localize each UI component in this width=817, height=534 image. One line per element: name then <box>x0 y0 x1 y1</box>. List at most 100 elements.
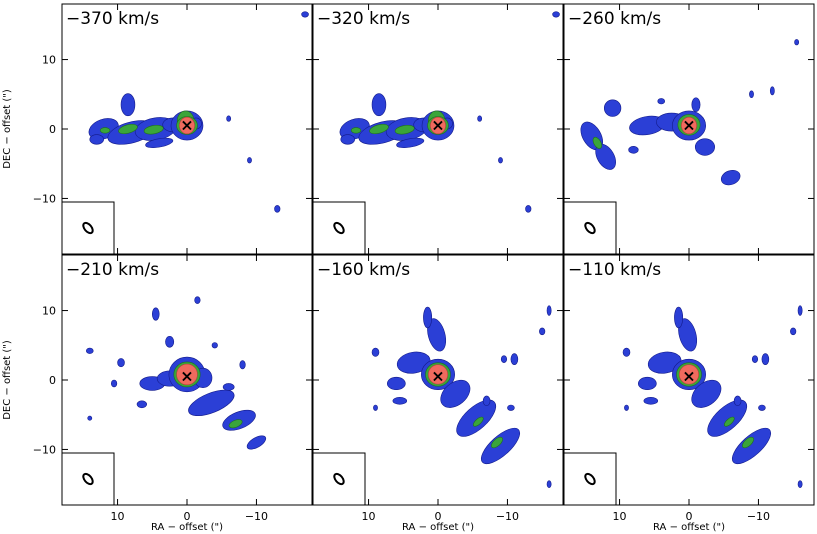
blue-contour <box>790 327 797 336</box>
panel-1: × −370 km/s 10 0 −10 <box>33 3 313 255</box>
x-tick-label: 10 <box>362 510 376 523</box>
green-contour <box>592 136 602 149</box>
blue-contour <box>427 318 447 352</box>
source-marker: × <box>431 116 444 135</box>
blue-contour <box>89 134 104 145</box>
y-tick-label: −10 <box>33 192 56 205</box>
blue-contour <box>761 353 770 366</box>
x-tick-label: 10 <box>613 510 627 523</box>
blue-contour <box>145 137 174 148</box>
y-axis-label: DEC − offset (") <box>2 340 13 420</box>
blue-contour <box>797 480 803 488</box>
velocity-label: −320 km/s <box>317 9 410 29</box>
green-contour <box>99 127 111 134</box>
blue-contour <box>117 358 125 368</box>
blue-contour <box>136 400 148 409</box>
green-contour <box>723 416 735 427</box>
velocity-label: −160 km/s <box>317 260 410 280</box>
emission-contours <box>580 39 800 186</box>
blue-contour <box>525 205 532 213</box>
blue-contour <box>749 90 754 99</box>
blue-contour <box>194 296 201 304</box>
blue-contour <box>482 395 491 406</box>
source-marker: × <box>682 367 695 386</box>
emission-contours <box>371 305 552 488</box>
y-tick-label: −10 <box>33 443 56 456</box>
y-tick-label: 0 <box>49 123 56 136</box>
blue-contour <box>624 404 629 411</box>
blue-contour <box>222 383 235 391</box>
blue-contour <box>622 347 631 357</box>
blue-contour <box>657 98 665 105</box>
emission-contours <box>622 305 803 488</box>
blue-contour <box>507 404 515 411</box>
beam-ellipse <box>584 472 596 486</box>
x-tick-label: −10 <box>496 510 519 523</box>
x-axis-label: RA − offset (") <box>151 522 223 533</box>
blue-contour <box>769 86 775 96</box>
blue-contour <box>694 138 715 156</box>
blue-contour <box>603 99 622 117</box>
emission-contours <box>86 296 267 450</box>
beam-ellipse <box>333 221 345 235</box>
blue-contour <box>707 399 748 437</box>
blue-contour <box>552 11 560 18</box>
velocity-label: −370 km/s <box>66 9 159 29</box>
blue-contour <box>546 305 552 316</box>
green-contour <box>394 124 415 135</box>
blue-contour <box>678 318 698 352</box>
y-tick-label: 10 <box>42 305 56 318</box>
velocity-label: −260 km/s <box>568 9 661 29</box>
green-contour <box>118 123 138 135</box>
red-contour <box>176 363 198 386</box>
red-contour <box>430 116 446 135</box>
emission-contours <box>88 11 309 213</box>
blue-contour <box>733 395 742 406</box>
blue-contour <box>247 157 252 164</box>
blue-contour <box>691 379 722 408</box>
blue-contour <box>628 146 639 154</box>
green-contour <box>369 123 389 135</box>
blue-contour <box>274 205 281 213</box>
blue-contour <box>510 353 519 366</box>
green-contour <box>742 436 754 449</box>
beam-ellipse <box>584 221 596 235</box>
x-tick-label: 0 <box>184 510 191 523</box>
blue-contour <box>301 11 309 18</box>
blue-contour <box>643 397 659 405</box>
beam-ellipse <box>82 221 94 235</box>
blue-contour <box>456 399 497 437</box>
x-tick-label: 10 <box>111 510 125 523</box>
blue-contour <box>246 435 267 450</box>
source-marker: × <box>180 116 193 135</box>
blue-contour <box>477 115 483 122</box>
x-tick-label: 0 <box>435 510 442 523</box>
blue-contour <box>794 39 800 46</box>
blue-contour <box>498 157 503 164</box>
blue-contour <box>732 427 771 465</box>
red-contour <box>427 364 449 385</box>
y-tick-label: 0 <box>49 374 56 387</box>
panels-layer: × −370 km/s 10 0 −10 × −320 km/s × −260 km/s × −21… <box>33 3 815 523</box>
beam-ellipse <box>333 472 345 486</box>
green-contour <box>228 419 243 429</box>
x-tick-label: −10 <box>747 510 770 523</box>
panel-5: × −160 km/s 10 0 −10 <box>312 254 564 523</box>
blue-contour <box>423 306 433 329</box>
panel-4: × −210 km/s 10 0 −10 10 0 −10 <box>33 254 313 523</box>
blue-contour <box>87 415 93 421</box>
blue-contour <box>239 360 246 370</box>
blue-contour <box>371 93 387 117</box>
emission-contours <box>339 11 560 213</box>
blue-contour <box>797 305 803 316</box>
green-contour <box>143 124 164 135</box>
blue-contour <box>373 404 378 411</box>
x-tick-label: 0 <box>686 510 693 523</box>
panel-6: × −110 km/s 10 0 −10 <box>563 254 815 523</box>
blue-contour <box>539 327 546 336</box>
source-marker: × <box>431 367 444 386</box>
green-contour <box>472 416 484 427</box>
x-axis-label: RA − offset (") <box>402 522 474 533</box>
blue-contour <box>211 342 218 349</box>
